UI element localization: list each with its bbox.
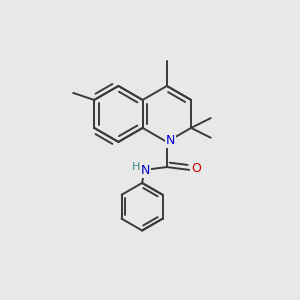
Text: O: O bbox=[191, 163, 201, 176]
Text: N: N bbox=[166, 134, 175, 147]
Text: H: H bbox=[132, 162, 140, 172]
Text: N: N bbox=[141, 164, 150, 177]
